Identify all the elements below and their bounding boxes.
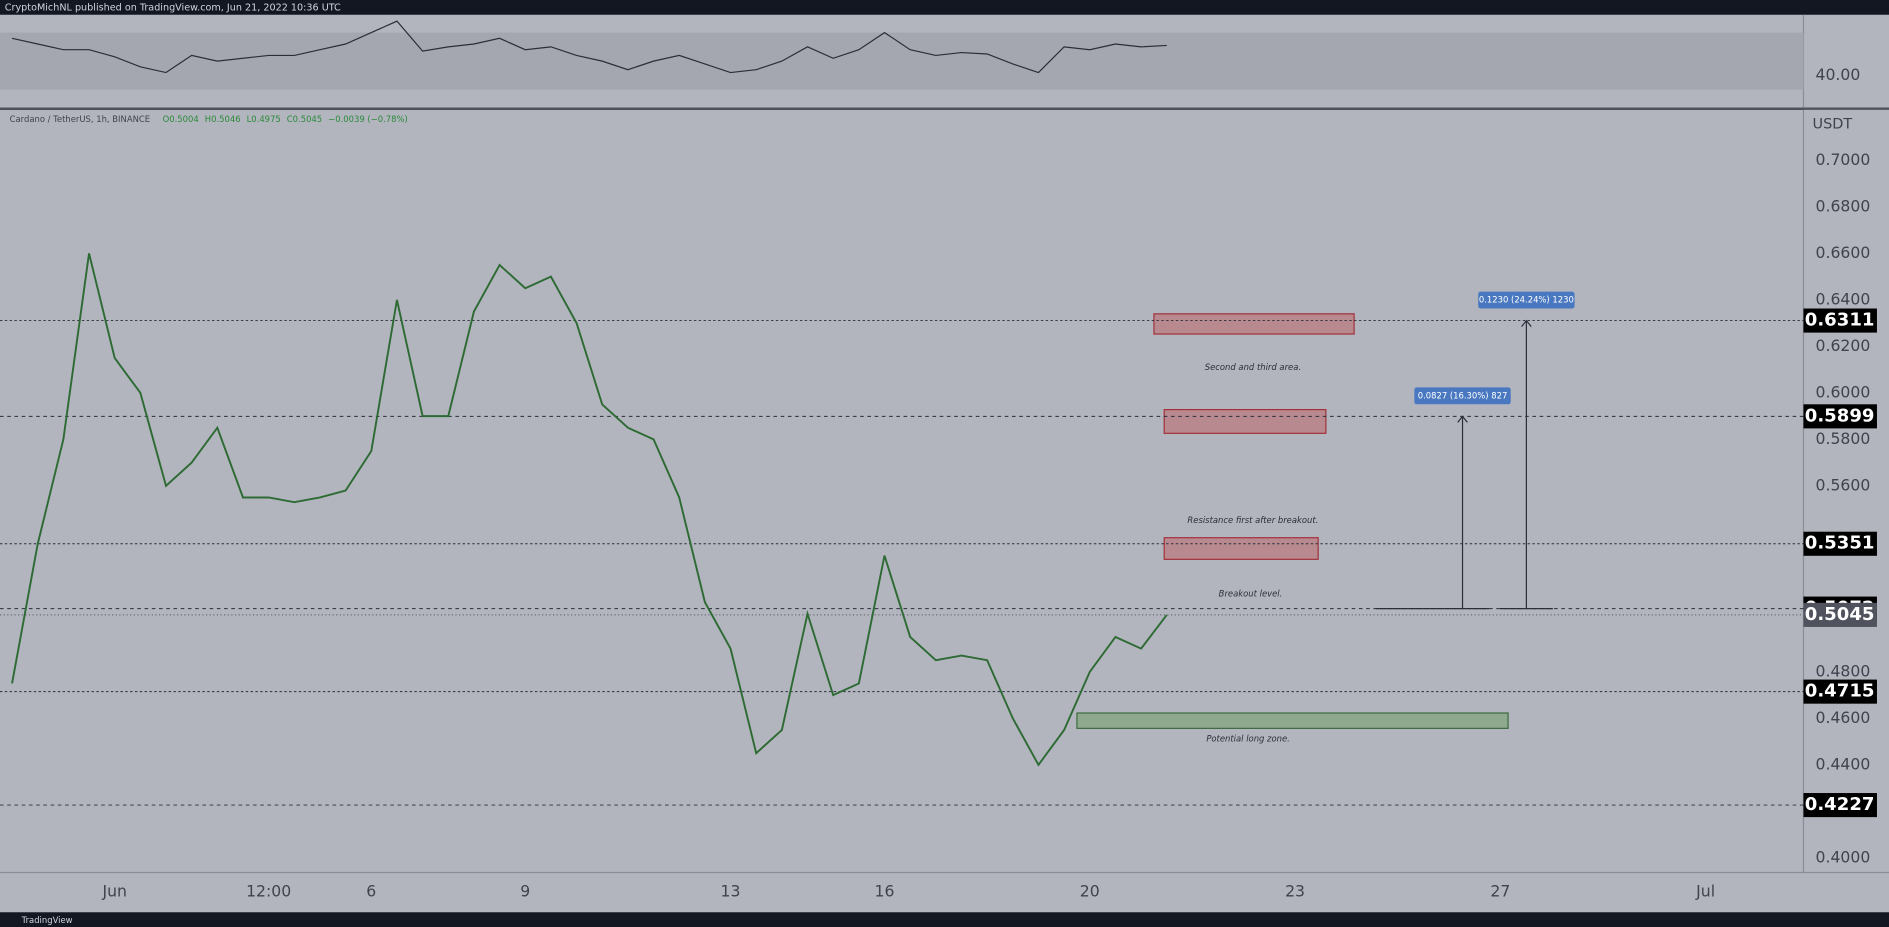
zone bbox=[1076, 712, 1509, 729]
price-axis bbox=[1803, 14, 1889, 873]
y-tick-label: 0.4400 bbox=[1816, 754, 1871, 773]
level-label-box bbox=[1803, 531, 1877, 556]
x-tick-label: 9 bbox=[520, 881, 530, 900]
zone bbox=[1163, 409, 1327, 434]
zone bbox=[1153, 313, 1355, 335]
x-tick-label: Jul bbox=[1695, 881, 1715, 900]
y-tick-label: 0.4800 bbox=[1816, 661, 1871, 680]
y-tick-label: 0.4000 bbox=[1816, 847, 1871, 866]
annotation: Resistance first after breakout. bbox=[1187, 515, 1318, 525]
symbol: Cardano / TetherUS, 1h, BINANCE bbox=[10, 114, 150, 124]
y-tick-label: 0.6600 bbox=[1816, 243, 1871, 262]
y-tick-label: 0.6400 bbox=[1816, 289, 1871, 308]
level-label: 0.6311 bbox=[1805, 310, 1875, 331]
publisher: CryptoMichNL published on TradingView.co… bbox=[5, 3, 341, 14]
y-unit: USDT bbox=[1813, 116, 1853, 132]
x-tick-label: 12:00 bbox=[246, 881, 291, 900]
y-tick-label: 0.4600 bbox=[1816, 708, 1871, 727]
level-label-box bbox=[1803, 308, 1877, 333]
quote-value: −0.0039 (−0.78%) bbox=[328, 114, 408, 124]
measure-box bbox=[1414, 387, 1511, 405]
y-tick-label: 40.00 bbox=[1816, 65, 1861, 84]
level-label: 0.5899 bbox=[1805, 405, 1875, 426]
y-tick-label: 0.6800 bbox=[1816, 196, 1871, 215]
measure-box bbox=[1478, 291, 1575, 309]
y-tick-label: 0.6000 bbox=[1816, 382, 1871, 401]
level-label-box bbox=[1803, 679, 1877, 704]
arrow-head bbox=[1521, 319, 1532, 327]
y-tick-label: 0.5800 bbox=[1816, 429, 1871, 448]
time-axis bbox=[0, 872, 1889, 913]
quote-value: H0.5046 bbox=[205, 114, 241, 124]
x-tick-label: 27 bbox=[1490, 881, 1510, 900]
zone bbox=[1163, 537, 1319, 560]
last-price-label: 0.5045 bbox=[1805, 604, 1875, 625]
annotation: Potential long zone. bbox=[1206, 733, 1290, 743]
series-line bbox=[11, 20, 1167, 74]
quote-value: L0.4975 bbox=[247, 114, 281, 124]
y-tick-label: 0.6200 bbox=[1816, 336, 1871, 355]
level-label: 0.5351 bbox=[1805, 533, 1875, 554]
annotation: Breakout level. bbox=[1219, 589, 1283, 599]
x-tick-label: 6 bbox=[366, 881, 376, 900]
measure-label: 0.0827 (16.30%) 827 bbox=[1418, 390, 1508, 400]
x-tick-label: 13 bbox=[721, 881, 741, 900]
level-label: 0.4227 bbox=[1805, 794, 1875, 815]
quote-value: O0.5004 bbox=[163, 114, 199, 124]
x-tick-label: 23 bbox=[1285, 881, 1305, 900]
x-tick-label: 20 bbox=[1080, 881, 1100, 900]
quote-value: C0.5045 bbox=[287, 114, 322, 124]
y-tick-label: 0.7000 bbox=[1816, 150, 1871, 169]
series-line bbox=[11, 253, 1168, 767]
x-tick-label: 16 bbox=[875, 881, 895, 900]
level-label-box bbox=[1803, 404, 1877, 429]
rsi-band bbox=[0, 32, 1804, 90]
annotation: Second and third area. bbox=[1205, 362, 1301, 372]
x-tick-label: Jun bbox=[101, 881, 126, 900]
footer: TradingView bbox=[21, 915, 73, 925]
last-price-box bbox=[1803, 602, 1877, 627]
price-pane bbox=[0, 109, 1804, 873]
y-tick-label: 0.5600 bbox=[1816, 475, 1871, 494]
arrow-head bbox=[1457, 415, 1468, 423]
level-label-box bbox=[1803, 793, 1877, 818]
measure-label: 0.1230 (24.24%) 1230 bbox=[1479, 295, 1574, 305]
level-label: 0.4715 bbox=[1805, 681, 1875, 702]
